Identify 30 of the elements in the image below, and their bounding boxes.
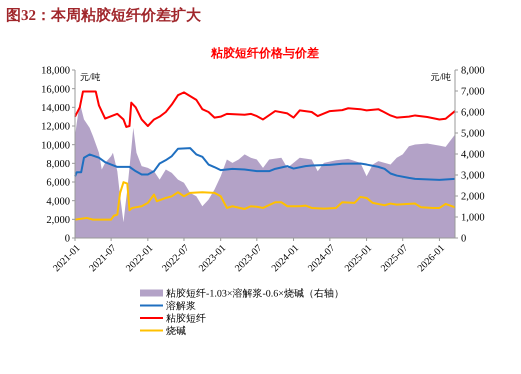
line-series xyxy=(74,147,456,181)
y2-tick-label: 5,000 xyxy=(461,128,485,140)
legend-label: 溶解浆 xyxy=(166,300,196,312)
y2-tick-label: 6,000 xyxy=(461,108,485,119)
y2-tick-label: 2,000 xyxy=(461,192,485,203)
y2-axis-title: 元/吨 xyxy=(430,72,451,82)
legend-label: 烧碱 xyxy=(166,325,186,337)
y-tick-label: 0 xyxy=(64,234,70,245)
legend-label: 粘胶短纤 xyxy=(166,312,206,324)
y-tick-label: 14,000 xyxy=(41,103,70,114)
y2-tick-label: 7,000 xyxy=(461,86,485,98)
y-tick-label: 16,000 xyxy=(41,84,70,96)
line-series xyxy=(74,181,456,221)
y2-tick-label: 4,000 xyxy=(461,150,485,161)
y-tick-label: 6,000 xyxy=(46,178,70,189)
y2-tick-label: 0 xyxy=(461,234,466,245)
legend-label: 粘胶短纤-1.03×溶解浆-0.6×烧碱（右轴） xyxy=(166,288,344,300)
y-tick-label: 2,000 xyxy=(46,215,70,226)
y-tick-label: 10,000 xyxy=(41,140,70,152)
y-tick-label: 12,000 xyxy=(41,122,70,133)
y-axis-title: 元/吨 xyxy=(80,72,101,82)
y2-tick-label: 3,000 xyxy=(461,170,485,182)
y2-tick-label: 8,000 xyxy=(461,66,485,77)
chart-subtitle: 粘胶短纤价格与价差 xyxy=(210,46,319,60)
chart-title: 图32：本周粘胶短纤价差扩大 xyxy=(6,6,202,24)
line-series xyxy=(74,90,456,128)
y2-tick-label: 1,000 xyxy=(461,212,485,224)
y-tick-label: 4,000 xyxy=(46,196,70,208)
y-tick-label: 8,000 xyxy=(46,159,70,170)
y-tick-label: 18,000 xyxy=(41,66,70,77)
